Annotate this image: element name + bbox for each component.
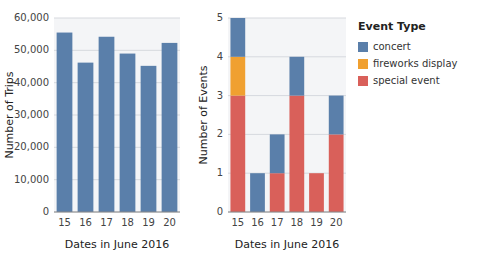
y-tick-label: 1 bbox=[217, 167, 223, 178]
x-axis-line bbox=[228, 212, 346, 213]
bar-segment bbox=[289, 57, 304, 96]
legend-swatch bbox=[358, 42, 368, 52]
y-tick-label: 0 bbox=[217, 206, 223, 217]
y-tick-label: 60,000 bbox=[14, 12, 49, 23]
y-tick-label: 4 bbox=[217, 51, 223, 62]
grid-line bbox=[54, 82, 180, 83]
plot: 0 1 2 3 4 5 15 16 17 18 19 20 Dates in June 2016 Numb… bbox=[197, 12, 458, 251]
y-tick-label: 3 bbox=[217, 90, 223, 101]
grid-line bbox=[228, 134, 346, 135]
chart-root: 010,00020,00030,00040,00050,00060,000151… bbox=[0, 0, 491, 269]
grid-line bbox=[54, 50, 180, 51]
bar-segment bbox=[329, 96, 344, 135]
bar-segment bbox=[309, 173, 324, 174]
y-tick-label: 10,000 bbox=[14, 174, 49, 185]
y-axis-label: Number of Trips bbox=[3, 71, 16, 158]
y-tick-label: 5 bbox=[217, 12, 223, 23]
bar bbox=[120, 54, 136, 212]
x-tick-label: 19 bbox=[142, 217, 155, 228]
x-tick-label: 20 bbox=[163, 217, 176, 228]
bar-segment bbox=[230, 57, 245, 96]
grid-line bbox=[228, 18, 346, 19]
x-tick-label: 19 bbox=[310, 217, 323, 228]
grid-line bbox=[54, 115, 180, 116]
legend-title: Event Type bbox=[358, 20, 426, 33]
bar-segment bbox=[270, 134, 285, 173]
grid-line bbox=[228, 95, 346, 96]
legend-swatch bbox=[358, 59, 368, 69]
x-tick-label: 17 bbox=[271, 217, 284, 228]
plot-background bbox=[228, 18, 346, 212]
y-tick-label: 0 bbox=[43, 206, 49, 217]
x-axis-label: Dates in June 2016 bbox=[235, 238, 340, 251]
bar bbox=[141, 66, 157, 212]
grid-line bbox=[54, 179, 180, 180]
legend: Event Type concert fireworks display specia… bbox=[358, 20, 458, 86]
y-tick-label: 30,000 bbox=[14, 109, 49, 120]
legend-label: special event bbox=[373, 75, 440, 86]
bars bbox=[57, 33, 178, 212]
bar bbox=[162, 43, 178, 212]
y-tick-label: 40,000 bbox=[14, 77, 49, 88]
y-tick-label: 2 bbox=[217, 128, 223, 139]
y-axis-label: Number of Events bbox=[197, 65, 210, 164]
y-tick-label: 50,000 bbox=[14, 44, 49, 55]
legend-swatch bbox=[358, 76, 368, 86]
x-tick-label: 15 bbox=[231, 217, 244, 228]
bar-segment bbox=[329, 134, 344, 212]
bar-segment bbox=[289, 96, 304, 212]
x-tick-label: 18 bbox=[121, 217, 134, 228]
grid-line bbox=[228, 56, 346, 57]
legend-label: concert bbox=[373, 41, 411, 52]
x-tick-label: 17 bbox=[100, 217, 113, 228]
legend-label: fireworks display bbox=[373, 58, 458, 69]
x-axis-line bbox=[54, 212, 180, 213]
y-tick-label: 20,000 bbox=[14, 141, 49, 152]
bar-segment bbox=[230, 96, 245, 212]
x-tick-label: 20 bbox=[330, 217, 343, 228]
bar bbox=[57, 33, 73, 212]
x-tick-label: 16 bbox=[251, 217, 264, 228]
bar-segment bbox=[250, 173, 265, 212]
x-axis-label: Dates in June 2016 bbox=[65, 238, 170, 251]
bars bbox=[230, 18, 343, 212]
plot-background bbox=[54, 18, 180, 212]
grid-line bbox=[228, 212, 346, 213]
bar-segment bbox=[230, 18, 245, 57]
bar bbox=[78, 63, 94, 212]
bar bbox=[99, 37, 115, 212]
grid-line bbox=[228, 173, 346, 174]
grid-line bbox=[54, 18, 180, 19]
grid-line bbox=[54, 147, 180, 148]
bar-segment bbox=[309, 173, 324, 174]
x-tick-label: 15 bbox=[58, 217, 71, 228]
plot: 0 10,000 20,000 30,000 40,000 50,000 60,000 15 1… bbox=[3, 12, 180, 251]
grid-line bbox=[54, 212, 180, 213]
bar-segment bbox=[270, 173, 285, 212]
bar-segment bbox=[309, 173, 324, 212]
x-tick-label: 16 bbox=[79, 217, 92, 228]
x-tick-label: 18 bbox=[290, 217, 303, 228]
